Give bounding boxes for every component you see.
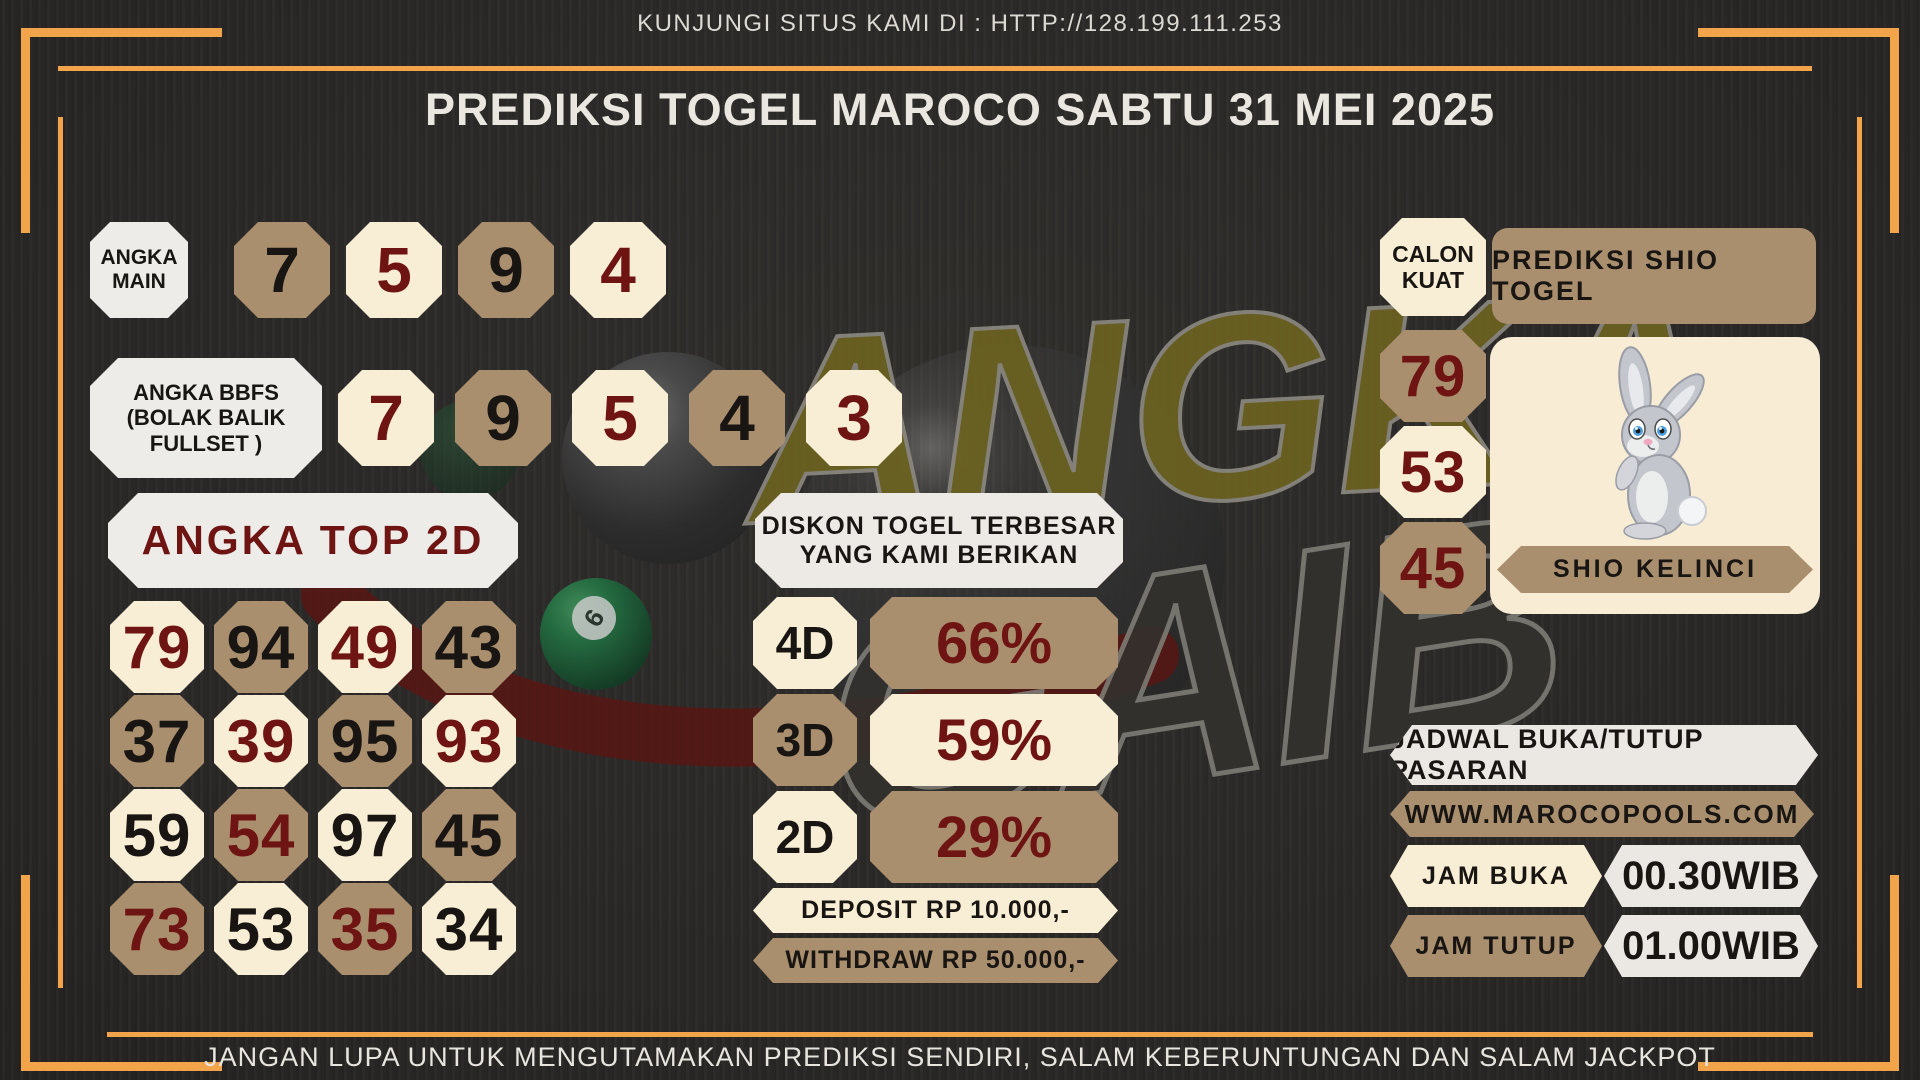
jam-tutup-value: 01.00WIB (1604, 915, 1818, 977)
rabbit-icon (1615, 346, 1707, 540)
angka-main-digit: 4 (570, 222, 666, 318)
angka-bbfs-digit: 3 (806, 370, 902, 466)
deposit-bar: DEPOSIT RP 10.000,- (753, 888, 1118, 933)
diskon-4d-value: 66% (870, 597, 1118, 689)
angka-main-digit: 9 (458, 222, 554, 318)
angka-main-label: ANGKA MAIN (90, 222, 188, 318)
top2d-cell: 79 (110, 601, 204, 693)
footer-text: JANGAN LUPA UNTUK MENGUTAMAKAN PREDIKSI … (204, 1042, 1716, 1072)
calon-kuat-number: 79 (1380, 330, 1486, 422)
jadwal-title-bar: JADWAL BUKA/TUTUP PASARAN (1390, 725, 1818, 785)
prediksi-shio-header-text: PREDIKSI SHIO TOGEL (1492, 245, 1720, 306)
angka-bbfs-label: ANGKA BBFS (BOLAK BALIK FULLSET ) (90, 358, 322, 478)
diskon-title-text: DISKON TOGEL TERBESAR YANG KAMI BERIKAN (761, 511, 1117, 569)
frame-top-left-thick-h (21, 28, 222, 37)
top2d-cell: 37 (110, 695, 204, 787)
top2d-cell: 45 (422, 789, 516, 881)
top2d-cell: 43 (422, 601, 516, 693)
top2d-cell: 94 (214, 601, 308, 693)
withdraw-bar: WITHDRAW RP 50.000,- (753, 938, 1118, 983)
frame-right-thin-v (1857, 117, 1862, 988)
diskon-2d-label: 2D (753, 791, 857, 883)
angka-top-2d-title-text: ANGKA TOP 2D (141, 517, 485, 563)
shio-name-text: SHIO KELINCI (1552, 555, 1758, 583)
top2d-cell: 73 (110, 883, 204, 975)
angka-top-2d-grid: 79 94 49 43 37 39 95 93 59 54 97 45 73 5… (110, 601, 516, 975)
frame-top-right-thick-v (1890, 28, 1899, 233)
angka-bbfs-label-text: ANGKA BBFS (BOLAK BALIK FULLSET ) (126, 380, 286, 456)
frame-top-right-thick-h (1698, 28, 1899, 37)
top2d-cell: 35 (318, 883, 412, 975)
calon-kuat-label-text: CALON KUAT (1392, 240, 1474, 293)
diskon-4d-label: 4D (753, 597, 857, 689)
top2d-cell: 54 (214, 789, 308, 881)
top2d-cell: 59 (110, 789, 204, 881)
frame-top-left-thick-v (21, 28, 30, 233)
calon-kuat-label: CALON KUAT (1380, 218, 1486, 316)
frame-bottom-thin-h (107, 1032, 1813, 1037)
prediksi-shio-header: PREDIKSI SHIO TOGEL (1492, 228, 1816, 324)
angka-bbfs-digit: 4 (689, 370, 785, 466)
frame-bottom-right-thick-v (1890, 875, 1899, 1071)
billiard-ball-six-icon: 6 (540, 578, 652, 690)
top2d-cell: 53 (214, 883, 308, 975)
jam-buka-label: JAM BUKA (1390, 845, 1602, 907)
diskon-title: DISKON TOGEL TERBESAR YANG KAMI BERIKAN (755, 493, 1123, 588)
diskon-3d-value: 59% (870, 694, 1118, 786)
jam-tutup-label: JAM TUTUP (1390, 915, 1602, 977)
angka-bbfs-digit: 9 (455, 370, 551, 466)
angka-main-digit: 5 (346, 222, 442, 318)
top2d-cell: 93 (422, 695, 516, 787)
shio-name-bar: SHIO KELINCI (1497, 546, 1813, 593)
ball-six-number: 6 (563, 587, 625, 649)
frame-bottom-right-thick-h (1698, 1062, 1899, 1071)
website-bar[interactable]: WWW.MAROCOPOOLS.COM (1390, 791, 1814, 837)
angka-main-label-text: ANGKA MAIN (100, 245, 178, 293)
top2d-cell: 39 (214, 695, 308, 787)
angka-top-2d-title: ANGKA TOP 2D (108, 493, 518, 588)
jam-buka-value: 00.30WIB (1604, 845, 1818, 907)
frame-bottom-left-thick-h (21, 1062, 222, 1071)
diskon-2d-value: 29% (870, 791, 1118, 883)
frame-left-thin-v (58, 117, 63, 988)
calon-kuat-number: 45 (1380, 522, 1486, 614)
frame-bottom-left-thick-v (21, 875, 30, 1071)
angka-bbfs-digit: 7 (338, 370, 434, 466)
top2d-cell: 34 (422, 883, 516, 975)
top2d-cell: 97 (318, 789, 412, 881)
page-title: PREDIKSI TOGEL MAROCO SABTU 31 MEI 2025 (424, 84, 1496, 135)
diskon-3d-label: 3D (753, 694, 857, 786)
angka-main-digit: 7 (234, 222, 330, 318)
calon-kuat-number: 53 (1380, 426, 1486, 518)
angka-bbfs-digit: 5 (572, 370, 668, 466)
visit-site-text[interactable]: KUNJUNGI SITUS KAMI DI : HTTP://128.199.… (637, 10, 1283, 37)
shio-panel: SHIO KELINCI (1490, 337, 1820, 614)
frame-top-thin-h (58, 66, 1812, 71)
top2d-cell: 95 (318, 695, 412, 787)
top2d-cell: 49 (318, 601, 412, 693)
